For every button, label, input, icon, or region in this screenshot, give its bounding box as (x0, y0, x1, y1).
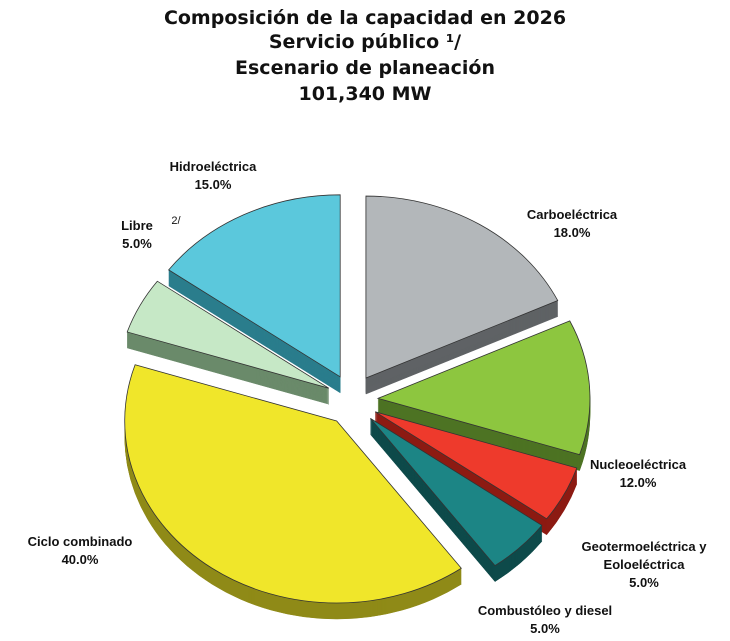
value-label: 12.0% (619, 475, 657, 490)
slice-label: Combustóleo y diesel (477, 603, 613, 618)
value-label: 5.0% (122, 236, 152, 251)
slice-label: Libre (121, 218, 153, 233)
slice-label: Hidroeléctrica (169, 159, 257, 174)
chart-subtitle: Escenario de planeación (235, 57, 495, 79)
slice-label: Carboeléctrica (526, 207, 618, 222)
value-label: 15.0% (194, 177, 232, 192)
slice-label: Geotermoeléctrica y Eoloeléctrica (581, 539, 707, 572)
chart-subtitle: 101,340 MW (298, 83, 432, 105)
slice (124, 364, 462, 604)
slice-label: Nucleoeléctrica (589, 457, 687, 472)
slice-label: Ciclo combinado (27, 534, 133, 549)
slice (376, 320, 591, 456)
slice (365, 195, 559, 379)
annotation: 2/ (171, 215, 181, 227)
slice (370, 418, 543, 567)
chart-subtitle: Servicio público ¹/ (268, 31, 462, 53)
value-label: 18.0% (553, 225, 591, 240)
chart-title: Composición de la capacidad en 2026 (163, 7, 567, 29)
slice (126, 280, 330, 389)
value-label: 5.0% (530, 621, 560, 636)
slice (374, 411, 578, 520)
value-label: 5.0% (629, 575, 659, 590)
slice (168, 194, 341, 378)
value-label: 40.0% (61, 552, 99, 567)
